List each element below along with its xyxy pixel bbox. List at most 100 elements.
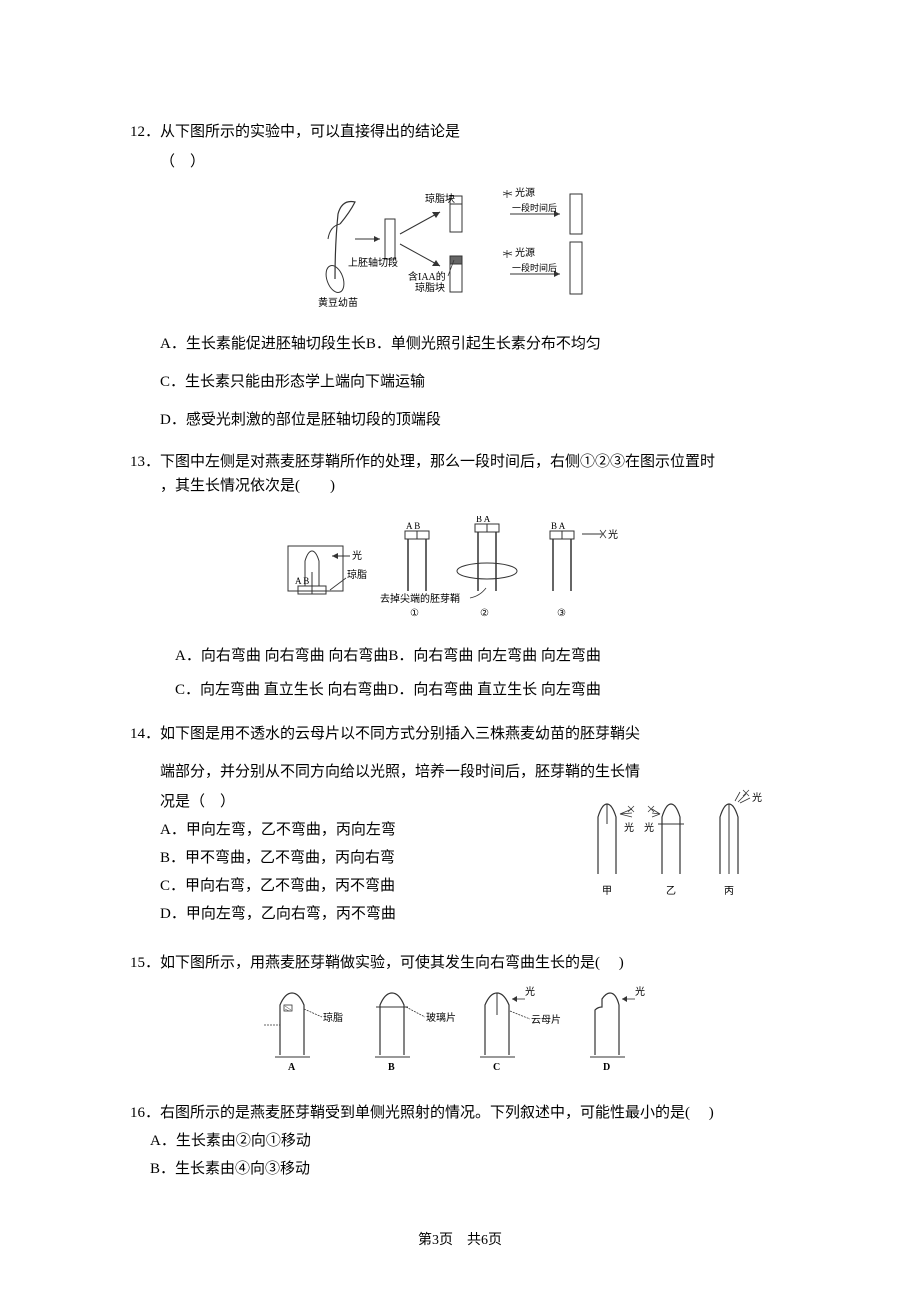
q12-number: 12． xyxy=(130,120,160,144)
circ3-label: ③ xyxy=(557,608,566,619)
bing-label: 丙 xyxy=(724,886,734,897)
q12-figure: 上胚轴切段 琼脂块 光源 一段时间后 xyxy=(130,184,790,322)
q15-number: 15． xyxy=(130,951,160,975)
arrow-icon xyxy=(332,553,338,559)
q14-option-b: B．甲不弯曲，乙不弯曲，丙向右弯 xyxy=(130,846,580,870)
pointer-icon xyxy=(330,578,346,590)
question-13: 13． 下图中左侧是对燕麦胚芽鞘所作的处理，那么一段时间后，右侧①②③在图示位置… xyxy=(130,450,790,702)
hypocotyl-label: 上胚轴切段 xyxy=(348,256,398,269)
coleoptile-icon xyxy=(595,993,619,1055)
q13-number: 13． xyxy=(130,450,160,474)
q15-header: 15． 如下图所示，用燕麦胚芽鞘做实验，可使其发生向右弯曲生长的是( ) xyxy=(130,951,790,975)
segment-result-icon xyxy=(570,242,582,294)
q16-number: 16． xyxy=(130,1101,160,1125)
arrow-icon xyxy=(432,212,440,218)
q12-options: A．生长素能促进胚轴切段生长B．单侧光照引起生长素分布不均匀 C．生长素只能由形… xyxy=(130,332,790,432)
disc-icon xyxy=(457,563,517,579)
light-icon xyxy=(582,530,606,538)
segment-result-icon xyxy=(570,194,582,234)
segment-icon xyxy=(450,264,462,292)
top3-label: B A xyxy=(551,521,566,531)
light-label: 光 xyxy=(525,985,535,998)
q14-stem2: 端部分，并分别从不同方向给以光照，培养一段时间后，胚芽鞘的生长情 xyxy=(130,760,790,784)
arrow-icon xyxy=(432,260,440,266)
remove-tip-label: 去掉尖端的胚芽鞘 xyxy=(380,592,460,605)
a-label: A xyxy=(288,1062,296,1073)
soybean-label: 黄豆幼苗 xyxy=(318,296,358,309)
q14-number: 14． xyxy=(130,722,160,746)
question-12: 12． 从下图所示的实验中，可以直接得出的结论是 （ ） 上胚轴切段 xyxy=(130,120,790,432)
d-label: D xyxy=(603,1062,610,1073)
q13-option-ab: A．向右弯曲 向右弯曲 向右弯曲B．向右弯曲 向左弯曲 向左弯曲 xyxy=(175,644,790,668)
c-label: C xyxy=(493,1062,500,1073)
q12-option-d: D．感受光刺激的部位是胚轴切段的顶端段 xyxy=(160,408,790,432)
q15-stem: 如下图所示，用燕麦胚芽鞘做实验，可使其发生向右弯曲生长的是( ) xyxy=(160,951,624,975)
pointer-icon xyxy=(510,1011,530,1019)
circ1-label: ① xyxy=(410,608,419,619)
yi-label: 乙 xyxy=(666,885,676,897)
light-label: 光 xyxy=(752,791,762,804)
light-source-label: 光源 xyxy=(515,186,535,199)
pointer-icon xyxy=(304,1009,322,1017)
agar-label: 琼脂 xyxy=(323,1011,343,1024)
q13-header: 13． 下图中左侧是对燕麦胚芽鞘所作的处理，那么一段时间后，右侧①②③在图示位置… xyxy=(130,450,790,474)
light-icon xyxy=(620,806,634,817)
segment-icon xyxy=(385,219,395,259)
q14-option-d: D．甲向左弯，乙向右弯，丙不弯曲 xyxy=(130,902,580,926)
top1-label: A B xyxy=(406,521,420,531)
soybean-seedling-icon xyxy=(323,202,355,295)
light-label: 光 xyxy=(644,821,654,834)
ab-label: A B xyxy=(295,576,309,586)
top2-label: B A xyxy=(476,516,491,524)
q14-figure-svg: 光 甲 光 乙 xyxy=(580,789,780,909)
q13-options: A．向右弯曲 向右弯曲 向右弯曲B．向右弯曲 向左弯曲 向左弯曲 C．向左弯曲 … xyxy=(130,644,790,702)
q15-figure-svg: 琼脂 A 玻璃片 B 光 云母片 C 光 xyxy=(250,985,670,1075)
q14-stem3: 况是（ ） xyxy=(130,790,580,814)
arrow-icon xyxy=(622,996,627,1002)
light-label: 光 xyxy=(624,821,634,834)
question-14: 14． 如下图是用不透水的云母片以不同方式分别插入三株燕麦幼苗的胚芽鞘尖 端部分… xyxy=(130,722,790,926)
page-footer: 第3页 共6页 xyxy=(0,1230,920,1252)
q12-paren: （ ） xyxy=(130,150,790,174)
q13-stem2: ，其生长情况依次是( ) xyxy=(130,474,790,498)
light-icon xyxy=(503,250,512,258)
q12-figure-svg: 上胚轴切段 琼脂块 光源 一段时间后 xyxy=(300,184,620,314)
q15-figure: 琼脂 A 玻璃片 B 光 云母片 C 光 xyxy=(130,985,790,1083)
light-label: 光 xyxy=(608,528,618,541)
coleoptile-icon xyxy=(380,993,404,1055)
agar-label: 琼脂块 xyxy=(425,192,455,205)
jia-label: 甲 xyxy=(602,886,612,897)
agar-label: 琼脂 xyxy=(347,568,367,581)
q14-option-a: A．甲向左弯，乙不弯曲，丙向左弯 xyxy=(130,818,580,842)
light-icon xyxy=(648,806,660,817)
glass-label: 玻璃片 xyxy=(426,1011,456,1024)
q16-option-b: B．生长素由④向③移动 xyxy=(130,1157,790,1181)
q12-stem: 从下图所示的实验中，可以直接得出的结论是 xyxy=(160,120,460,144)
light-source-label: 光源 xyxy=(515,246,535,259)
circ2-label: ② xyxy=(480,608,489,619)
light-icon xyxy=(503,190,512,198)
after-time-label: 一段时间后 xyxy=(512,262,557,273)
q12-option-c: C．生长素只能由形态学上端向下端运输 xyxy=(160,370,790,394)
arrow-icon xyxy=(400,212,440,234)
coleoptile-icon xyxy=(280,993,304,1055)
hatch-icon xyxy=(285,1006,291,1011)
q16-header: 16． 右图所示的是燕麦胚芽鞘受到单侧光照射的情况。下列叙述中，可能性最小的是(… xyxy=(130,1101,790,1125)
arrow-icon xyxy=(512,996,517,1002)
coleoptile-icon xyxy=(662,804,680,874)
q16-option-a: A．生长素由②向①移动 xyxy=(130,1129,790,1153)
arrow-icon xyxy=(374,236,380,242)
q16-stem: 右图所示的是燕麦胚芽鞘受到单侧光照射的情况。下列叙述中，可能性最小的是( ) xyxy=(160,1101,714,1125)
arrow-icon xyxy=(400,244,440,266)
q13-figure: A B 光 琼脂 A B ① 去掉尖端的胚芽鞘 B A ② xyxy=(130,516,790,634)
q13-stem1: 下图中左侧是对燕麦胚芽鞘所作的处理，那么一段时间后，右侧①②③在图示位置时 xyxy=(160,450,715,474)
pointer-icon xyxy=(406,1007,425,1017)
q14-stem1: 如下图是用不透水的云母片以不同方式分别插入三株燕麦幼苗的胚芽鞘尖 xyxy=(160,722,640,746)
q12-header: 12． 从下图所示的实验中，可以直接得出的结论是 xyxy=(130,120,790,144)
light-label: 光 xyxy=(352,549,362,562)
q13-figure-svg: A B 光 琼脂 A B ① 去掉尖端的胚芽鞘 B A ② xyxy=(280,516,640,626)
question-16: 16． 右图所示的是燕麦胚芽鞘受到单侧光照射的情况。下列叙述中，可能性最小的是(… xyxy=(130,1101,790,1181)
q12-option-ab: A．生长素能促进胚轴切段生长B．单侧光照引起生长素分布不均匀 xyxy=(160,332,790,356)
q14-figure: 光 甲 光 乙 xyxy=(580,784,790,917)
question-15: 15． 如下图所示，用燕麦胚芽鞘做实验，可使其发生向右弯曲生长的是( ) 琼脂 … xyxy=(130,951,790,1083)
